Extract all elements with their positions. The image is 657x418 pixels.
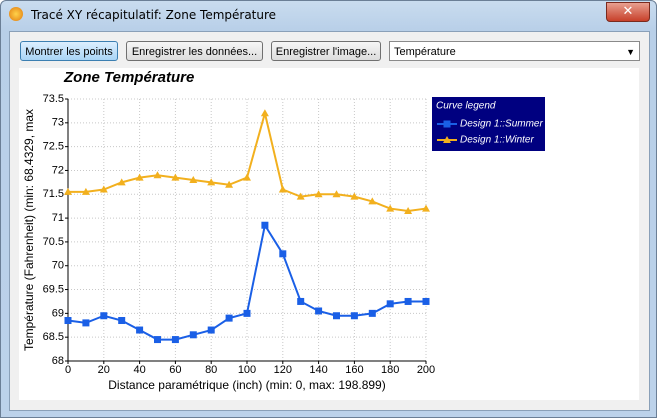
marker [207,326,215,334]
window-title: Tracé XY récapitulatif: Zone Température [31,8,277,22]
chart-title: Zone Température [63,69,194,86]
marker [154,336,161,344]
marker [136,326,144,334]
marker [297,297,305,305]
y-tick-label: 71.5 [43,188,64,200]
y-tick-label: 73.5 [43,93,64,105]
dropdown-arrow: ▼ [626,47,635,57]
button[interactable]: Montrer les points [20,41,118,61]
y-tick-label: 72 [52,164,64,176]
y-tick-label: 69.5 [43,283,64,295]
dropdown-value: Température [394,46,456,58]
marker [404,206,413,214]
y-tick-label: 69 [52,307,64,319]
legend-title: Curve legend [436,101,496,112]
marker [314,190,323,198]
x-tick-label: 120 [274,364,292,376]
x-tick-label: 180 [381,364,399,376]
x-tick-label: 0 [65,364,71,376]
marker [333,312,340,320]
marker [100,312,108,320]
marker [207,178,216,186]
x-tick-label: 140 [309,364,327,376]
marker [64,187,72,195]
marker [315,307,323,315]
marker [422,297,430,305]
marker [171,336,179,344]
app-icon [9,7,23,21]
marker [386,204,395,212]
marker [171,173,180,181]
marker [279,250,287,258]
button[interactable]: Enregistrer l'image... [271,41,381,61]
x-tick-label: 60 [169,364,181,376]
marker [260,109,269,117]
marker [189,331,197,339]
marker [332,190,341,198]
x-axis-title: Distance paramétrique (inch) (min: 0, ma… [108,378,385,392]
y-tick-label: 73 [52,117,64,129]
marker [81,187,90,195]
legend-marker [443,120,451,128]
y-tick-label: 71 [52,212,64,224]
y-tick-label: 72.5 [43,141,64,153]
x-tick-label: 20 [98,364,110,376]
marker [117,178,126,186]
marker [350,312,358,320]
y-axis-title: Température (Fahrenheit) (min: 68.4329, … [22,109,36,351]
dropdown[interactable]: Température ▼ [389,41,640,61]
marker [135,173,144,181]
marker [368,197,377,205]
y-tick-label: 68.5 [43,331,64,343]
y-tick-label: 70 [52,260,64,272]
legend-label: Design 1::Winter [460,135,534,146]
close-button[interactable]: ✕ [606,2,650,22]
marker [243,309,251,317]
y-tick-label: 68 [52,355,64,367]
marker [368,309,376,317]
y-tick-label: 70.5 [43,236,64,248]
marker [225,180,234,188]
marker [118,317,126,325]
x-tick-label: 40 [133,364,145,376]
marker [82,319,90,327]
marker [261,221,269,229]
marker [225,314,233,322]
x-tick-label: 160 [345,364,363,376]
marker [64,317,72,325]
marker [153,171,162,179]
legend-label: Design 1::Summer [460,119,543,130]
x-tick-label: 200 [417,364,435,376]
marker [404,297,412,305]
button[interactable]: Enregistrer les données... [126,41,263,61]
legend-marker [443,136,451,143]
x-tick-label: 80 [205,364,217,376]
marker [296,192,305,200]
marker [386,300,394,308]
marker [99,185,108,193]
x-tick-label: 100 [238,364,256,376]
marker [422,204,430,212]
marker [278,185,287,193]
marker [243,173,251,181]
marker [189,175,198,183]
marker [350,192,359,200]
